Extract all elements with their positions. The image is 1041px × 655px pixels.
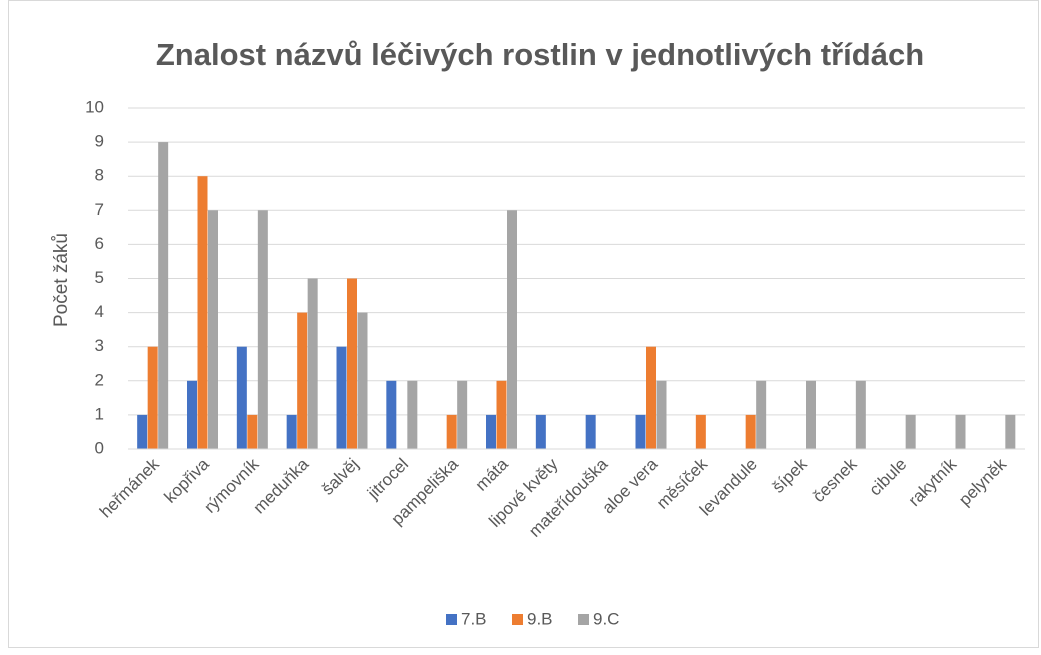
legend-swatch [578, 614, 589, 625]
bar [407, 380, 418, 449]
bar [357, 312, 368, 449]
y-axis-label: Počet žáků [51, 233, 72, 327]
bar [137, 414, 148, 449]
bar [236, 346, 247, 449]
bar [297, 312, 308, 449]
legend-label: 9.B [527, 609, 553, 628]
bar [745, 414, 756, 449]
bar [955, 414, 966, 449]
bar [208, 210, 218, 449]
chart-title: Znalost názvů léčivých rostlin v jednotl… [156, 37, 924, 72]
legend-swatch [446, 614, 457, 625]
bar [457, 380, 468, 449]
bar [905, 414, 916, 449]
bar [1005, 414, 1016, 449]
bar [486, 414, 496, 449]
bar [286, 414, 297, 449]
bar [855, 380, 866, 449]
bar [347, 278, 357, 449]
bar [257, 210, 268, 449]
bar [496, 380, 507, 449]
bar [756, 380, 767, 449]
bar [656, 380, 667, 449]
bar [635, 414, 646, 449]
bar [507, 210, 517, 449]
bar [806, 380, 816, 449]
legend-label: 9.C [593, 609, 619, 628]
bar [147, 346, 158, 449]
bar [695, 414, 706, 449]
y-tick-label: 5 [95, 268, 104, 287]
y-tick-label: 10 [85, 97, 104, 116]
bar [336, 346, 347, 449]
y-tick-label: 6 [95, 234, 104, 253]
bar [187, 380, 197, 449]
y-tick-label: 0 [95, 438, 104, 457]
bar [386, 380, 397, 449]
y-tick-label: 7 [95, 200, 104, 219]
y-tick-label: 3 [95, 336, 104, 355]
legend-label: 7.B [461, 609, 487, 628]
bar [646, 346, 656, 449]
bar [585, 414, 596, 449]
y-tick-label: 9 [95, 132, 104, 151]
bar [307, 278, 318, 449]
legend-swatch [512, 614, 523, 625]
bar [247, 414, 258, 449]
y-tick-label: 2 [95, 370, 104, 389]
bar [535, 414, 546, 449]
bar [446, 414, 457, 449]
bar [158, 142, 169, 449]
y-tick-label: 4 [95, 302, 104, 321]
y-tick-label: 1 [95, 404, 104, 423]
y-tick-label: 8 [95, 166, 104, 185]
bar [197, 176, 208, 449]
